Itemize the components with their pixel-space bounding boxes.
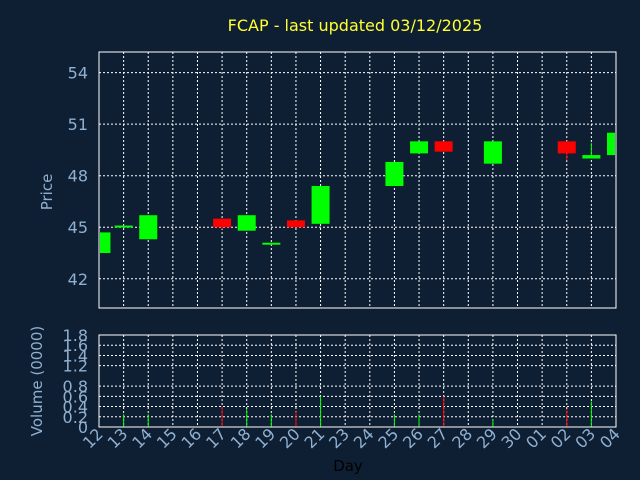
x-tick-label: 17 [202,424,230,452]
candle-body [557,141,576,154]
candle-body [213,218,232,228]
candle-body [434,141,453,152]
x-tick-label: 20 [276,424,304,452]
x-tick-label: 21 [301,424,329,452]
x-tick-label: 03 [571,424,599,452]
candles [100,132,617,254]
x-tick-label: 29 [473,424,501,452]
x-tick-label: 24 [350,424,378,452]
x-tick-label: 25 [374,424,402,452]
chart-title: FCAP - last updated 03/12/2025 [228,16,483,35]
x-tick-label: 13 [104,424,132,452]
candle-body [286,220,305,228]
volume-tick-label: 0.6 [63,387,88,406]
price-tick-label: 42 [68,270,88,289]
x-tick-label: 04 [596,424,624,452]
price-grid [99,72,616,280]
volume-tick-label: 1.6 [63,336,88,355]
volume-tick-label: 0.2 [63,408,88,427]
price-y-ticks: 42 45 48 51 54 [68,64,88,289]
candle-body [311,186,330,224]
x-tick-label: 26 [399,424,427,452]
x-tick-label: 28 [448,424,476,452]
x-tick-label: 02 [547,424,575,452]
volume-axis-label: Volume (0000) [28,326,46,436]
candle-body [582,155,601,159]
price-tick-label: 51 [68,115,88,134]
x-tick-label: 14 [128,424,156,452]
candle-body [139,215,158,240]
x-tick-label: 18 [227,424,255,452]
volume-tick-label: 0 [78,418,88,437]
volume-grid [99,334,616,428]
x-tick-label: 15 [153,424,181,452]
x-tick-label: 19 [251,424,279,452]
candle-body [100,232,111,254]
volume-tick-label: 0.4 [63,398,88,417]
price-tick-label: 54 [68,64,88,83]
x-tick-label: 27 [424,424,452,452]
price-panel-frame [98,51,617,309]
x-tick-label: 01 [522,424,550,452]
price-tick-label: 48 [68,167,88,186]
price-axis-label: Price [38,174,56,211]
x-grid [123,52,592,427]
volume-tick-label: 1.4 [63,346,88,365]
x-tick-label: 30 [498,424,526,452]
volume-tick-label: 1.8 [63,326,88,345]
candle-body [410,141,429,154]
volume-tick-label: 0.8 [63,377,88,396]
volume-panel-frame [98,334,617,428]
volume-tick-label: 1.2 [63,357,88,376]
candle-body [483,141,502,164]
x-ticks: 1213141516171819202123242526272829300102… [79,424,624,452]
volume-y-ticks: 00.20.40.60.81.21.41.61.8 [63,326,88,437]
candle-body [607,132,615,156]
candle-body [237,215,256,231]
x-axis-label: Day [333,457,363,475]
x-tick-label: 23 [325,424,353,452]
candle-body [114,225,133,228]
candle-body [385,161,404,187]
candle-body [262,242,281,245]
price-tick-label: 45 [68,218,88,237]
x-tick-label: 16 [177,424,205,452]
